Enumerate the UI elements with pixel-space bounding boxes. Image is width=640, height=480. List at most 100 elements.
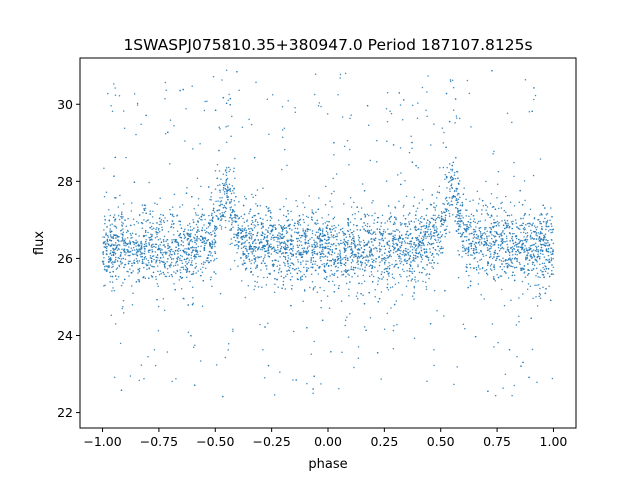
data-point	[210, 259, 212, 262]
data-point	[384, 222, 386, 224]
data-point	[548, 275, 551, 278]
data-point	[365, 259, 367, 262]
data-point	[110, 240, 113, 242]
data-point	[417, 219, 420, 221]
data-point	[237, 247, 239, 250]
data-point	[311, 244, 313, 246]
data-point	[327, 238, 329, 241]
data-point	[288, 225, 291, 227]
data-point	[282, 284, 285, 286]
data-point	[302, 228, 304, 230]
data-point	[477, 202, 480, 205]
data-point	[347, 217, 349, 220]
data-point	[212, 203, 215, 205]
data-point	[380, 245, 383, 247]
data-point	[235, 220, 238, 223]
data-point	[433, 123, 435, 125]
data-point	[290, 288, 293, 290]
data-point	[432, 242, 435, 245]
data-point	[494, 242, 496, 244]
data-point	[253, 288, 255, 291]
data-point	[366, 105, 369, 107]
data-point	[155, 260, 158, 263]
data-point	[333, 242, 335, 245]
data-point	[153, 258, 155, 261]
data-point	[343, 251, 346, 254]
data-point	[501, 268, 504, 271]
data-point	[196, 177, 199, 180]
data-point	[180, 243, 182, 246]
data-point	[526, 254, 528, 257]
data-point	[522, 217, 524, 220]
data-point	[339, 257, 342, 259]
data-point	[477, 266, 480, 268]
data-point	[282, 251, 284, 254]
data-point	[162, 251, 164, 254]
data-point	[526, 231, 529, 234]
data-point	[287, 209, 289, 212]
data-point	[279, 242, 282, 245]
data-point	[165, 275, 168, 278]
data-point	[370, 238, 373, 240]
data-point	[498, 255, 500, 257]
data-point	[157, 247, 160, 249]
data-point	[465, 252, 467, 255]
data-point	[484, 269, 486, 272]
data-point	[173, 271, 175, 273]
data-point	[109, 230, 111, 232]
data-point	[157, 245, 160, 247]
data-point	[405, 195, 408, 198]
data-point	[499, 266, 502, 268]
data-point	[474, 256, 476, 259]
data-point	[522, 222, 524, 225]
data-point	[504, 227, 506, 230]
data-point	[457, 232, 460, 235]
data-point	[116, 260, 119, 262]
data-point	[531, 224, 533, 227]
data-point	[384, 248, 387, 251]
data-point	[376, 139, 378, 142]
data-point	[238, 228, 241, 230]
data-point	[474, 229, 476, 231]
data-point	[398, 257, 400, 259]
data-point	[114, 275, 117, 277]
data-point	[469, 284, 472, 287]
data-point	[506, 240, 508, 242]
data-point	[241, 238, 244, 241]
data-point	[386, 286, 388, 289]
data-point	[190, 273, 193, 276]
data-point	[225, 201, 228, 203]
data-point	[405, 236, 407, 239]
data-point	[254, 267, 257, 269]
data-point	[340, 271, 343, 273]
data-point	[143, 235, 145, 238]
data-point	[440, 247, 442, 250]
data-point	[393, 303, 396, 306]
data-point	[550, 207, 552, 209]
data-point	[420, 242, 423, 245]
data-point	[233, 216, 235, 219]
data-point	[468, 233, 471, 235]
data-point	[224, 210, 227, 213]
data-point	[292, 247, 294, 249]
data-point	[506, 243, 508, 246]
data-point	[304, 239, 306, 241]
data-point	[164, 246, 166, 248]
data-point	[548, 243, 551, 246]
data-point	[539, 293, 542, 296]
data-point	[115, 268, 118, 270]
data-point	[142, 262, 145, 264]
data-point	[106, 246, 108, 248]
data-point	[286, 251, 288, 254]
data-point	[213, 271, 215, 273]
data-point	[552, 249, 554, 251]
data-point	[526, 274, 529, 276]
data-point	[534, 284, 536, 287]
data-point	[272, 226, 274, 228]
data-point	[337, 93, 339, 96]
data-point	[339, 254, 341, 257]
data-point	[409, 270, 411, 272]
data-point	[538, 235, 541, 238]
data-point	[381, 278, 383, 280]
data-point	[511, 246, 514, 248]
